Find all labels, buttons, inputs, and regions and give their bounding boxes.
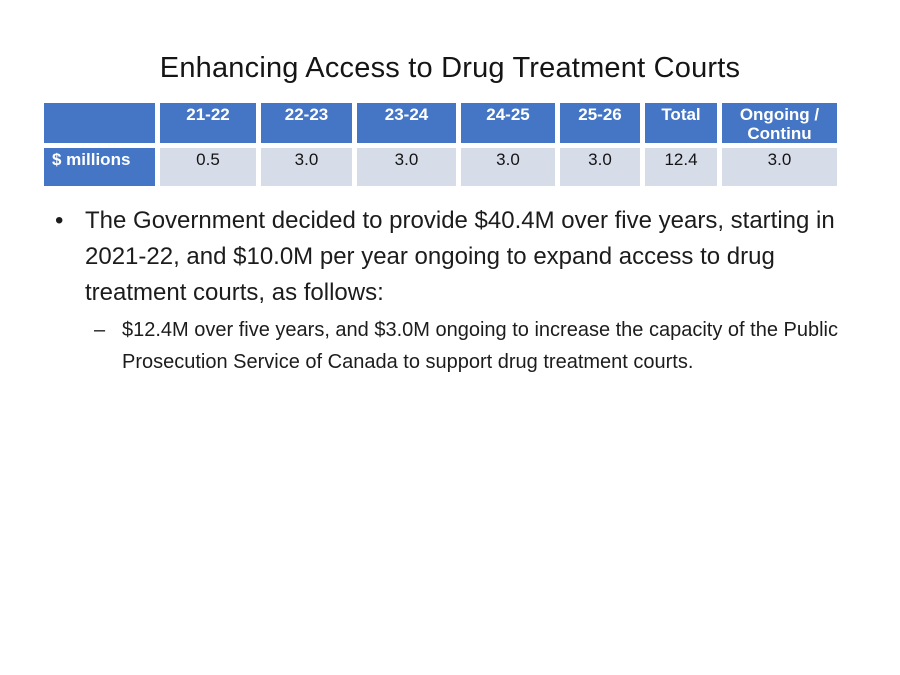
bullet-main: • The Government decided to provide $40.… [55, 203, 837, 311]
cell-25-26: 3.0 [560, 148, 645, 186]
table-header-blank [44, 103, 160, 148]
table-header-22-23: 22-23 [261, 103, 357, 148]
bullet-marker: • [55, 207, 64, 234]
cell-21-22: 0.5 [160, 148, 261, 186]
table-header-23-24: 23-24 [357, 103, 461, 148]
cell-ongoing: 3.0 [722, 148, 837, 186]
table-header-ongoing: Ongoing / Continu [722, 103, 837, 148]
bullet-main-text: The Government decided to provide $40.4M… [85, 207, 835, 306]
row-label-millions: $ millions [44, 148, 160, 186]
cell-23-24: 3.0 [357, 148, 461, 186]
funding-table: 21-22 22-23 23-24 24-25 25-26 Total Ongo… [44, 103, 837, 186]
dash-marker: – [94, 319, 106, 341]
cell-total: 12.4 [645, 148, 722, 186]
bullet-sub-text: $12.4M over five years, and $3.0M ongoin… [122, 319, 838, 373]
bullet-sub: – $12.4M over five years, and $3.0M ongo… [94, 315, 842, 378]
table-row: $ millions 0.5 3.0 3.0 3.0 3.0 12.4 3.0 [44, 148, 837, 186]
table-header-25-26: 25-26 [560, 103, 645, 148]
cell-22-23: 3.0 [261, 148, 357, 186]
slide-title: Enhancing Access to Drug Treatment Court… [159, 52, 741, 84]
cell-24-25: 3.0 [461, 148, 560, 186]
table-header-total: Total [645, 103, 722, 148]
table-header-24-25: 24-25 [461, 103, 560, 148]
table-header-21-22: 21-22 [160, 103, 261, 148]
table-header-row: 21-22 22-23 23-24 24-25 25-26 Total Ongo… [44, 103, 837, 148]
